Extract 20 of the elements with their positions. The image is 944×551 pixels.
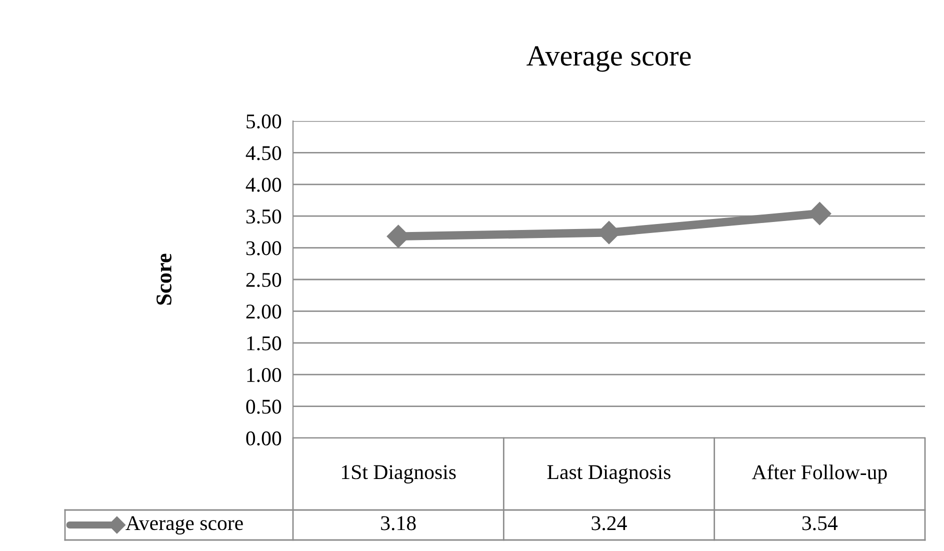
- data-label: 3.18: [381, 516, 416, 530]
- data-label: 3.24: [592, 516, 627, 530]
- y-tick-label: 2.50: [246, 272, 282, 288]
- x-tick-label: After Follow-up: [752, 464, 887, 484]
- y-tick-label: 4.50: [246, 146, 282, 160]
- x-tick-label: Last Diagnosis: [547, 465, 670, 484]
- y-tick-label: 1.50: [247, 336, 282, 350]
- legend-label: Average score: [126, 516, 243, 534]
- data-label: 3.54: [802, 516, 838, 530]
- y-tick-label: 0.50: [246, 400, 282, 414]
- y-tick-label: 5.00: [246, 114, 282, 129]
- y-tick-label: 3.50: [246, 209, 282, 224]
- y-tick-label: 3.00: [246, 241, 282, 256]
- chart-title: Average score: [526, 46, 691, 72]
- y-tick-label: 2.00: [246, 304, 282, 319]
- y-tick-label: 1.00: [247, 368, 282, 382]
- y-tick-label: 4.00: [246, 178, 282, 192]
- x-tick-label: 1St Diagnosis: [342, 465, 456, 484]
- y-axis-title: Score: [156, 254, 172, 305]
- y-tick-label: 0.00: [246, 431, 282, 446]
